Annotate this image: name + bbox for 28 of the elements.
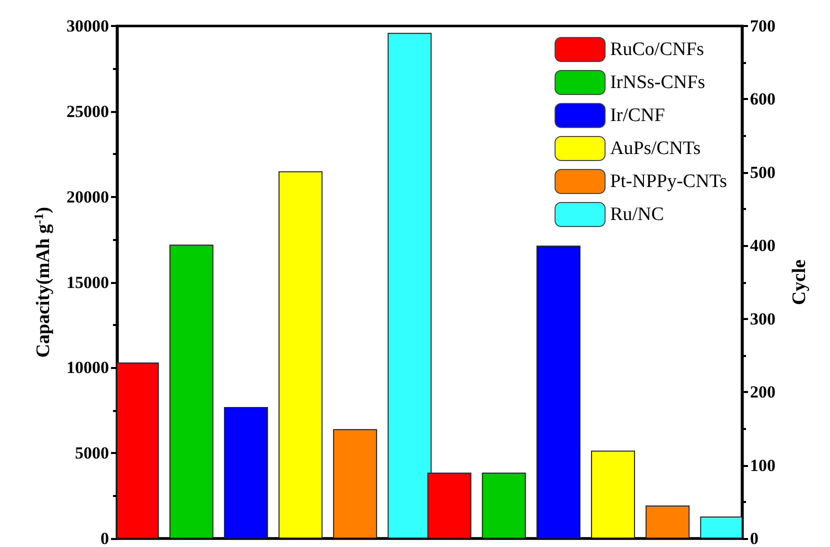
y2-tick-label: 400	[750, 236, 776, 256]
y2-tick-label: 0	[750, 529, 758, 547]
bar	[224, 406, 268, 538]
y2-tick-label: 500	[750, 162, 776, 182]
y2-axis-title: Cycle	[789, 260, 810, 305]
bar	[333, 429, 378, 538]
y-tick-label: 25000	[66, 102, 109, 121]
bar	[116, 362, 159, 538]
y2-tick-label: 700	[750, 16, 776, 36]
y-tick-label: 0	[100, 529, 109, 547]
legend-label: IrNSs-CNFs	[610, 72, 706, 93]
y-axis-title: Capacity(mAh g-1)	[31, 206, 54, 358]
legend-label: Ru/NC	[610, 204, 664, 225]
bar	[169, 244, 214, 538]
y2-tick-label: 300	[750, 309, 776, 328]
y2-tick-label: 200	[750, 382, 776, 402]
legend-label: Pt-NPPy-CNTs	[610, 171, 728, 192]
y-tick-label: 30000	[66, 16, 109, 36]
legend-label: AuPs/CNTs	[610, 138, 701, 159]
y-tick-label: 5000	[75, 444, 109, 463]
y-tick-label: 20000	[66, 187, 109, 206]
y-tick-label: 10000	[66, 358, 109, 378]
legend-label: Ir/CNF	[610, 105, 665, 126]
legend-label: RuCo/CNFs	[610, 39, 704, 60]
y-tick-label: 15000	[66, 272, 109, 292]
y2-tick-label: 100	[750, 456, 776, 475]
y2-tick-label: 600	[750, 90, 776, 109]
bar	[278, 171, 323, 538]
